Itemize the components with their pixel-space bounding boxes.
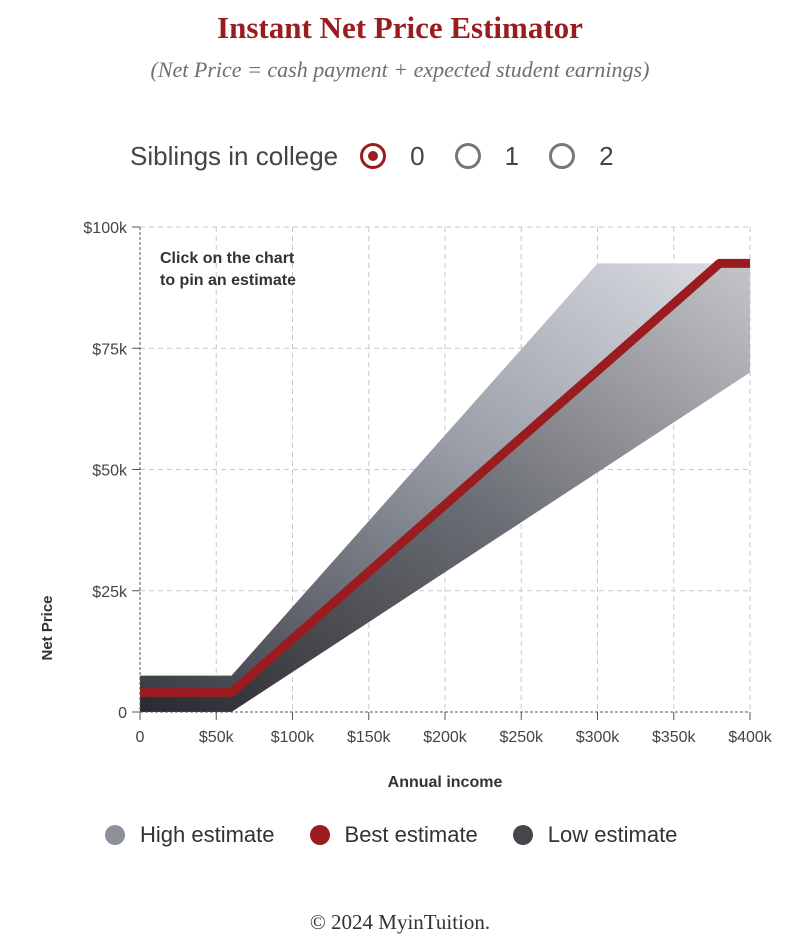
copyright-footer: © 2024 MyinTuition. bbox=[309, 910, 491, 934]
radio-unselected-icon[interactable] bbox=[549, 143, 576, 169]
siblings-option-label: 2 bbox=[599, 140, 614, 171]
x-axis-label: Annual income bbox=[388, 774, 503, 791]
x-tick-label: $200k bbox=[423, 729, 468, 746]
siblings-label: Siblings in college bbox=[130, 140, 339, 171]
legend-label: Low estimate bbox=[547, 822, 678, 847]
x-tick-label: $100k bbox=[271, 729, 316, 746]
x-tick-label: $150k bbox=[347, 729, 392, 746]
net-price-chart[interactable]: 0 $25k $50k $75k $100k 0 $50k $100k $150k $200k $2… bbox=[0, 200, 800, 800]
chart-annotation-line: Click on the chart bbox=[160, 250, 295, 267]
legend-item-low[interactable]: Low estimate bbox=[512, 822, 678, 848]
legend-item-high[interactable]: High estimate bbox=[105, 822, 275, 848]
x-tick-label: $250k bbox=[499, 729, 544, 746]
siblings-option-2[interactable]: 2 bbox=[549, 140, 614, 172]
siblings-option-label: 1 bbox=[504, 140, 520, 171]
radio-unselected-icon[interactable] bbox=[454, 143, 481, 169]
y-tick-label: $25k bbox=[92, 584, 128, 601]
y-tick-label: 0 bbox=[118, 705, 127, 722]
x-tick-label: $400k bbox=[728, 729, 773, 746]
best-estimate-line-path bbox=[140, 258, 750, 698]
legend-dot-icon bbox=[512, 825, 533, 845]
best-estimate-line bbox=[140, 258, 750, 698]
siblings-option-1[interactable]: 1 bbox=[454, 140, 520, 172]
siblings-selector: Siblings in college 0 1 2 bbox=[130, 136, 644, 176]
chart-annotation: Click on the chart to pin an estimate bbox=[160, 250, 299, 289]
x-tick-label: $350k bbox=[652, 729, 697, 746]
axes: 0 $25k $50k $75k $100k 0 $50k $100k $150k $200k $2… bbox=[83, 220, 772, 746]
legend-label: Best estimate bbox=[344, 822, 478, 847]
page-subtitle: (Net Price = cash payment + expected stu… bbox=[150, 57, 650, 82]
chart-legend: High estimate Best estimate Low estimate bbox=[105, 822, 712, 848]
legend-item-best[interactable]: Best estimate bbox=[309, 822, 478, 848]
legend-label: High estimate bbox=[140, 822, 275, 847]
y-tick-label: $75k bbox=[92, 341, 128, 358]
radio-selected-icon[interactable] bbox=[360, 143, 387, 169]
y-axis-label: Net Price bbox=[39, 595, 56, 660]
page-title: Instant Net Price Estimator bbox=[217, 10, 583, 45]
x-tick-label: 0 bbox=[136, 729, 145, 746]
legend-dot-icon bbox=[309, 825, 330, 845]
y-tick-label: $50k bbox=[92, 463, 128, 480]
x-tick-label: $50k bbox=[199, 729, 235, 746]
legend-dot-icon bbox=[105, 825, 125, 845]
x-tick-label: $300k bbox=[576, 729, 621, 746]
y-tick-label: $100k bbox=[83, 220, 128, 237]
siblings-option-0[interactable]: 0 bbox=[360, 140, 425, 172]
chart-annotation-line: to pin an estimate bbox=[160, 272, 296, 289]
siblings-option-label: 0 bbox=[410, 140, 425, 171]
